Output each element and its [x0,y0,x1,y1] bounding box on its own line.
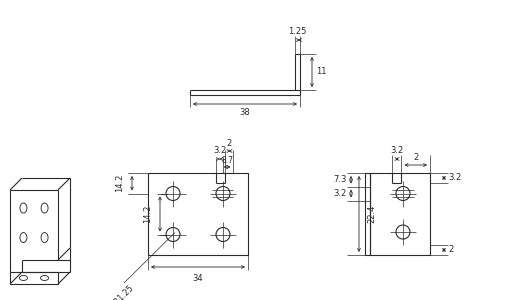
Text: 14.2: 14.2 [115,174,124,192]
Bar [148,173,247,255]
Text: 3.2: 3.2 [389,146,403,155]
Text: 3.2: 3.2 [213,146,226,155]
Text: 7.3: 7.3 [333,175,346,184]
Bar [364,173,369,255]
Text: 3.2: 3.2 [333,189,346,198]
Text: 3.2: 3.2 [447,173,460,182]
Text: 2-R1.25: 2-R1.25 [108,283,136,300]
Text: 11: 11 [316,68,326,76]
Text: 2: 2 [412,153,417,162]
Text: 22.4: 22.4 [366,205,375,223]
Text: 34: 34 [192,274,203,283]
Text: 2: 2 [227,139,232,148]
Text: 14.2: 14.2 [143,205,152,223]
Text: 1.25: 1.25 [288,27,306,36]
Text: 2: 2 [447,245,453,254]
Text: 38: 38 [239,108,250,117]
Bar [369,173,429,255]
Text: 8.7: 8.7 [221,156,233,165]
